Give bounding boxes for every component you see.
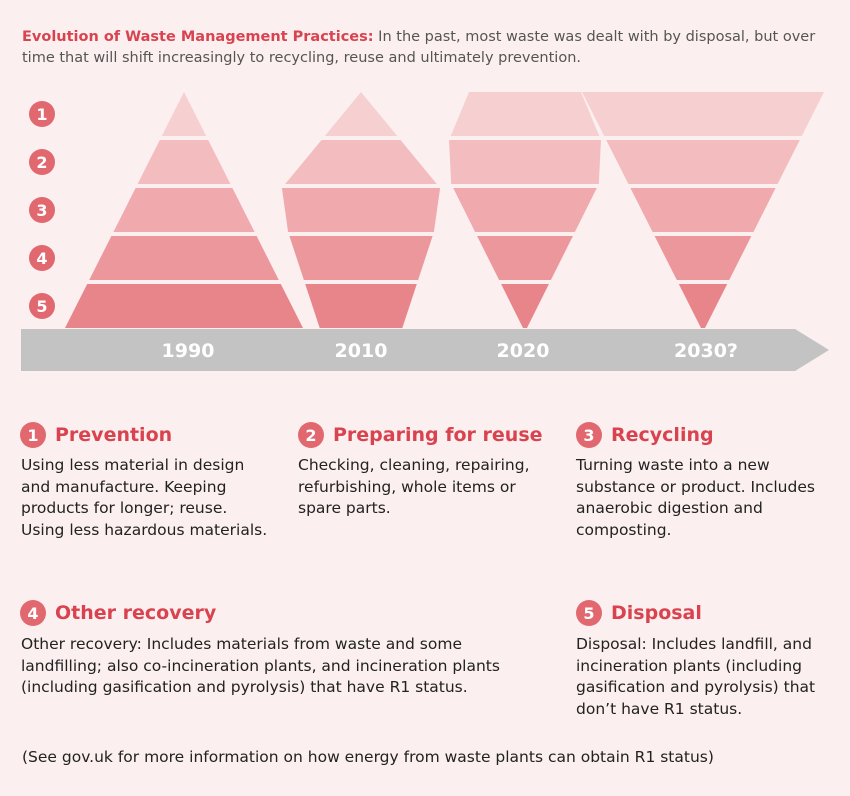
- band-level-1: [450, 92, 600, 136]
- band-level-4: [654, 236, 752, 280]
- section-recycling-heading: 3 Recycling: [576, 422, 714, 448]
- year-label: 1990: [162, 340, 215, 362]
- band-level-3: [113, 188, 255, 232]
- section-recycling-body: Turning waste into a new substance or pr…: [576, 456, 815, 539]
- number-badge-3: 3: [576, 422, 602, 448]
- band-level-1: [324, 92, 398, 136]
- hierarchy-shape-2010: [281, 92, 441, 328]
- timeline-arrow: [21, 329, 829, 371]
- year-label: 2030?: [674, 340, 738, 362]
- band-level-3: [630, 188, 776, 232]
- section-other-recovery-body: Other recovery: Includes materials from …: [21, 635, 500, 696]
- intro-paragraph: Evolution of Waste Management Practices:…: [22, 27, 822, 69]
- section-preparing-heading: 2 Preparing for reuse: [298, 422, 543, 448]
- hierarchy-shape-2030?: [582, 92, 824, 328]
- band-level-4: [89, 236, 279, 280]
- number-badge-1: 1: [20, 422, 46, 448]
- hierarchy-shape-2020: [449, 92, 601, 328]
- intro-lead: Evolution of Waste Management Practices:: [22, 29, 374, 45]
- level-badge-label: 4: [36, 249, 47, 268]
- section-title: Disposal: [611, 602, 702, 624]
- section-disposal-body: Disposal: Includes landfill, and inciner…: [576, 635, 816, 718]
- band-level-2: [449, 140, 601, 184]
- band-level-4: [289, 236, 433, 280]
- level-badges: 1 2 3 4 5: [29, 101, 55, 319]
- level-badge-4: [29, 245, 55, 271]
- band-level-4: [477, 236, 573, 280]
- level-badge-label: 2: [36, 153, 47, 172]
- level-badge-label: 3: [36, 201, 47, 220]
- band-level-1: [161, 92, 207, 136]
- year-label: 2010: [335, 340, 388, 362]
- section-disposal-heading: 5 Disposal: [576, 600, 702, 626]
- number-badge-5: 5: [576, 600, 602, 626]
- band-level-2: [606, 140, 800, 184]
- band-level-5: [65, 284, 303, 328]
- band-level-2: [137, 140, 231, 184]
- band-level-3: [281, 188, 441, 232]
- band-level-5: [501, 284, 549, 328]
- section-title: Other recovery: [55, 602, 217, 624]
- level-badge-2: [29, 149, 55, 175]
- timeline-years: 1990 2010 2020 2030?: [162, 340, 738, 362]
- level-badge-1: [29, 101, 55, 127]
- section-title: Recycling: [611, 424, 714, 446]
- band-level-5: [305, 284, 417, 328]
- band-level-1: [582, 92, 824, 136]
- level-badge-label: 1: [36, 105, 47, 124]
- waste-hierarchy-diagram: 1 2 3 4 5 1990 2010 2020 2030?: [21, 92, 829, 371]
- band-level-5: [678, 284, 728, 328]
- section-preparing-body: Checking, cleaning, repairing, refurbish…: [298, 456, 530, 517]
- number-badge-2: 2: [298, 422, 324, 448]
- year-label: 2020: [497, 340, 550, 362]
- section-title: Preparing for reuse: [333, 424, 543, 446]
- intro-text: In the past, most waste was dealt with b…: [22, 29, 816, 66]
- hierarchy-shapes: [65, 92, 824, 328]
- hierarchy-shape-1990: [65, 92, 303, 328]
- level-badge-5: [29, 293, 55, 319]
- section-prevention-heading: 1 Prevention: [20, 422, 172, 448]
- number-badge-4: 4: [20, 600, 46, 626]
- band-level-2: [285, 140, 437, 184]
- band-level-3: [453, 188, 597, 232]
- section-other-recovery-heading: 4 Other recovery: [20, 600, 216, 626]
- section-prevention-body: Using less material in design and manufa…: [21, 456, 268, 539]
- level-badge-3: [29, 197, 55, 223]
- footnote: (See gov.uk for more information on how …: [22, 748, 714, 766]
- section-title: Prevention: [55, 424, 173, 446]
- level-badge-label: 5: [36, 297, 47, 316]
